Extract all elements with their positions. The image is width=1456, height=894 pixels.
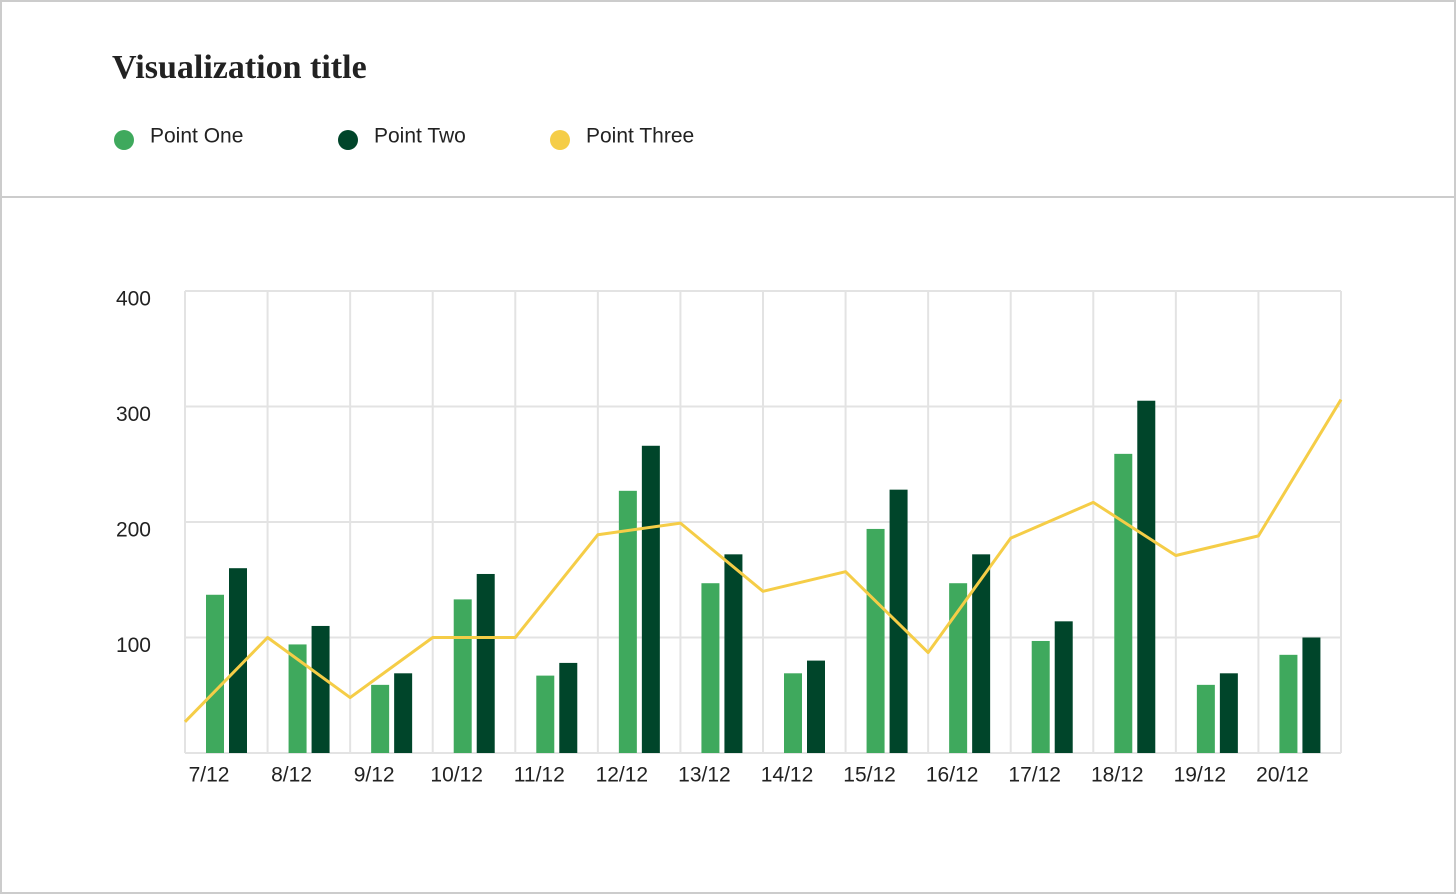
bar <box>1137 400 1156 753</box>
x-tick-label: 11/12 <box>514 764 565 787</box>
x-tick-label: 17/12 <box>1008 764 1061 787</box>
x-tick-label: 12/12 <box>596 764 649 787</box>
legend-label: Point Two <box>374 125 466 148</box>
line <box>183 398 1343 723</box>
bar <box>1114 453 1133 753</box>
bar <box>1302 637 1321 753</box>
bar <box>618 490 637 753</box>
bar <box>476 573 495 753</box>
bar <box>724 554 743 753</box>
bar <box>288 644 307 753</box>
bar <box>559 662 578 753</box>
bar <box>1219 673 1238 753</box>
x-tick-label: 9/12 <box>354 764 395 787</box>
bar <box>972 554 991 753</box>
bar <box>641 445 660 753</box>
x-tick-label: 16/12 <box>926 764 979 787</box>
x-tick-label: 7/12 <box>189 764 230 787</box>
bar <box>1279 654 1298 753</box>
legend-marker <box>338 130 358 150</box>
bar <box>453 599 472 753</box>
x-tick-label: 8/12 <box>271 764 312 787</box>
x-tick-label: 13/12 <box>678 764 731 787</box>
bar <box>1196 684 1215 753</box>
x-tick-label: 18/12 <box>1091 764 1144 787</box>
bar <box>229 568 247 753</box>
bar <box>784 673 802 753</box>
y-tick-label: 100 <box>116 634 151 657</box>
x-tick-label: 14/12 <box>761 764 814 787</box>
chart-title: Visualization title <box>112 49 367 86</box>
bar <box>206 594 224 753</box>
x-tick-label: 15/12 <box>843 764 896 787</box>
x-tick-label: 20/12 <box>1256 764 1309 787</box>
bar <box>701 583 720 753</box>
legend-marker <box>114 130 134 150</box>
bar <box>1031 640 1050 753</box>
x-tick-label: 19/12 <box>1174 764 1227 787</box>
bar <box>949 583 968 753</box>
legend-label: Point One <box>150 125 243 148</box>
bar <box>807 660 825 753</box>
legend: Point One Point Two Point Three <box>114 125 694 150</box>
bar <box>394 673 413 753</box>
y-tick-label: 300 <box>116 403 151 426</box>
legend-label: Point Three <box>586 125 694 148</box>
bar <box>311 625 330 753</box>
legend-marker <box>550 130 570 150</box>
bar <box>371 684 390 753</box>
x-tick-label: 10/12 <box>430 764 483 787</box>
bar <box>889 489 908 753</box>
bar <box>536 675 555 753</box>
bar <box>866 528 885 753</box>
y-tick-label: 400 <box>116 288 151 311</box>
y-tick-label: 200 <box>116 519 151 542</box>
bar <box>1054 621 1073 753</box>
